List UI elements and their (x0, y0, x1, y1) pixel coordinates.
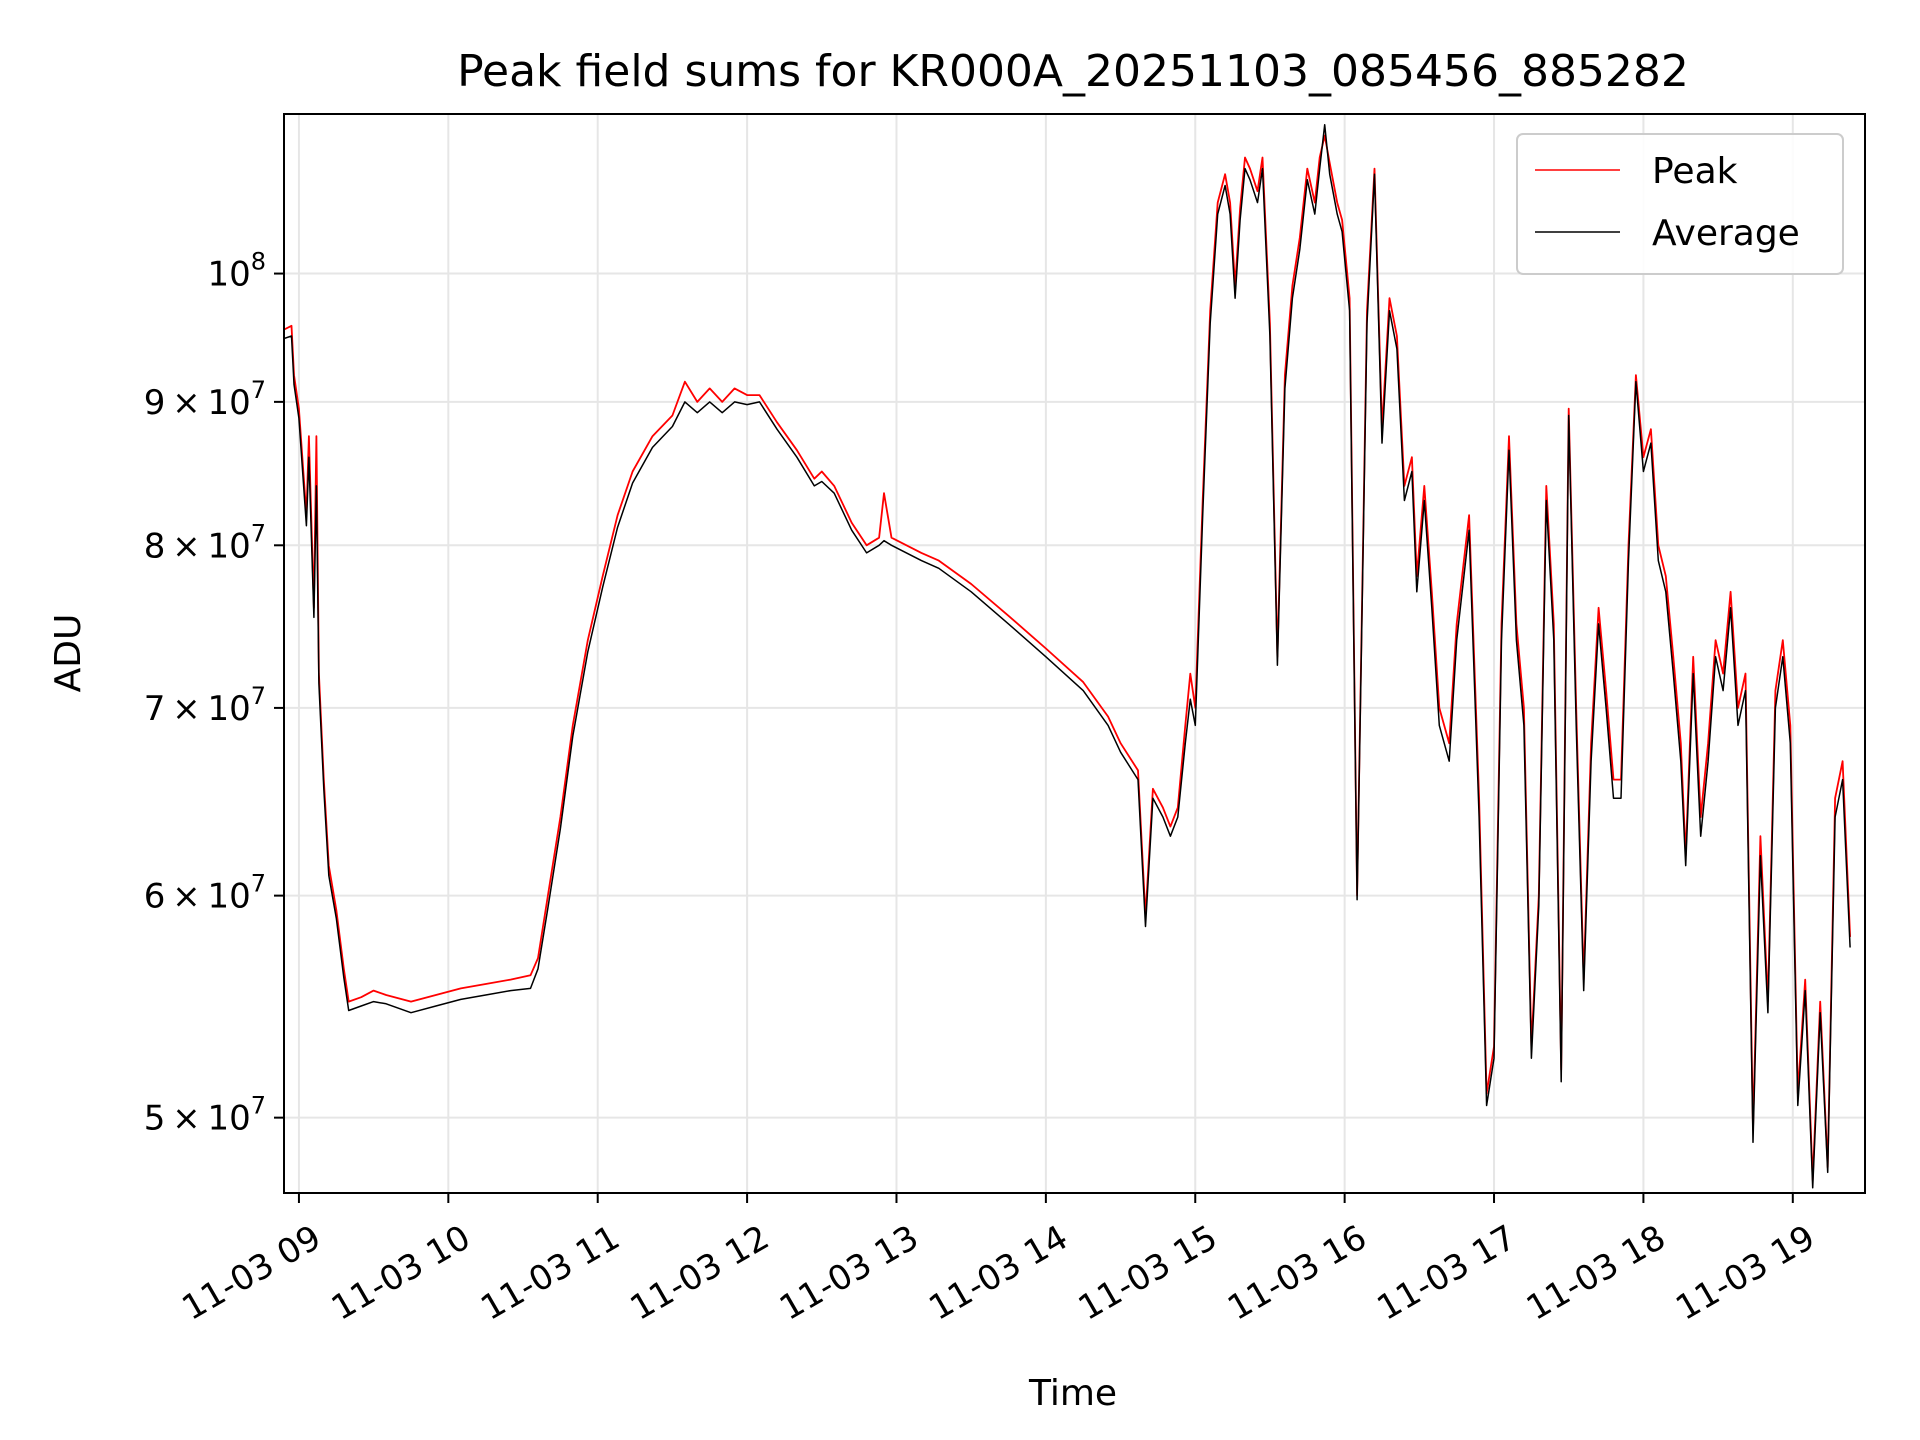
y-tick-label: 108 (207, 248, 266, 295)
y-tick-base: 10 (207, 383, 250, 423)
chart-title: Peak field sums for KR000A_20251103_0854… (457, 46, 1689, 97)
y-tick-times: × (165, 877, 207, 917)
y-tick-exponent: 7 (251, 519, 266, 547)
y-tick-exponent: 8 (251, 248, 266, 276)
legend-box (1516, 133, 1844, 275)
y-tick-label: 5 × 107 (144, 1092, 266, 1139)
grid (284, 114, 1865, 1193)
y-axis-label: ADU (48, 614, 89, 693)
y-tick-times: × (165, 383, 207, 423)
y-tick-mantissa: 8 (144, 526, 166, 566)
y-tick-base: 10 (207, 877, 250, 917)
y-tick-times: × (165, 1099, 207, 1139)
y-tick-base: 10 (207, 255, 250, 295)
y-tick-base: 10 (207, 689, 250, 729)
y-tick-label: 8 × 107 (144, 519, 266, 566)
y-tick-label: 7 × 107 (144, 682, 266, 729)
y-tick-exponent: 7 (251, 870, 266, 898)
y-tick-mantissa: 5 (144, 1099, 166, 1139)
x-axis-label: Time (1028, 1373, 1117, 1414)
series-layer (284, 123, 1851, 1189)
y-tick-exponent: 7 (251, 376, 266, 404)
legend-label-peak: Peak (1652, 151, 1738, 192)
legend: Peak Average (1516, 133, 1844, 275)
y-tick-mantissa: 6 (144, 877, 166, 917)
legend-label-average: Average (1652, 213, 1800, 254)
y-tick-times: × (165, 526, 207, 566)
y-tick-exponent: 7 (251, 682, 266, 710)
y-tick-label: 9 × 107 (144, 376, 266, 423)
series-line-average (284, 123, 1851, 1189)
plot-frame (283, 113, 1866, 1194)
y-tick-base: 10 (207, 526, 250, 566)
y-tick-mantissa: 7 (144, 689, 166, 729)
y-tick-mantissa: 9 (144, 383, 166, 423)
y-tick-exponent: 7 (251, 1092, 266, 1120)
y-tick-label: 6 × 107 (144, 870, 266, 917)
y-tick-base: 10 (207, 1099, 250, 1139)
y-tick-times: × (165, 689, 207, 729)
